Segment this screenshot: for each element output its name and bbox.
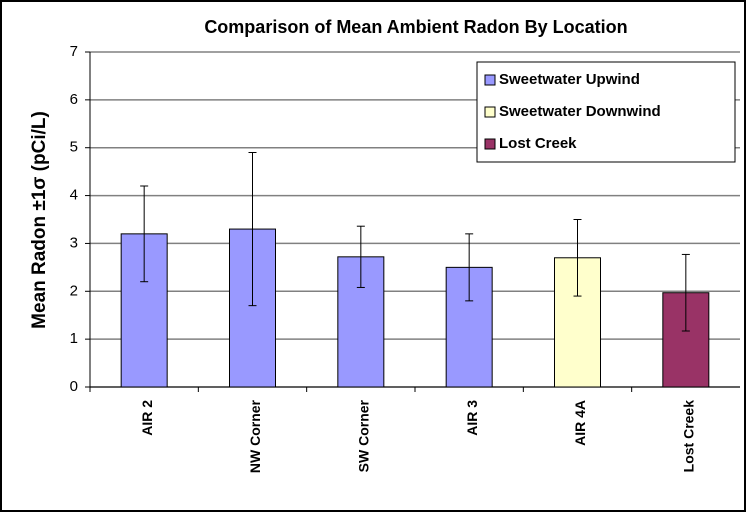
x-tick-label: AIR 2 bbox=[139, 400, 155, 436]
y-tick-label: 1 bbox=[70, 330, 78, 347]
y-tick-label: 3 bbox=[70, 234, 78, 251]
legend-box bbox=[476, 61, 736, 163]
legend-swatch bbox=[484, 138, 496, 150]
y-tick-label: 0 bbox=[70, 378, 78, 395]
y-tick-label: 5 bbox=[70, 139, 78, 156]
chart-title: Comparison of Mean Ambient Radon By Loca… bbox=[204, 17, 627, 37]
y-axis-label: Mean Radon ±1σ (pCi/L) bbox=[29, 111, 50, 329]
x-tick-label: AIR 3 bbox=[464, 400, 480, 436]
y-tick-label: 6 bbox=[70, 91, 78, 108]
x-tick-label: SW Corner bbox=[356, 399, 372, 472]
x-tick-label: Lost Creek bbox=[681, 400, 697, 473]
legend-label: Sweetwater Upwind bbox=[499, 71, 640, 88]
x-tick-label: NW Corner bbox=[247, 399, 263, 473]
legend-swatch bbox=[484, 74, 496, 86]
x-tick-label: AIR 4A bbox=[572, 400, 588, 446]
y-tick-label: 2 bbox=[70, 282, 78, 299]
legend-swatch bbox=[484, 106, 496, 118]
legend-label: Lost Creek bbox=[499, 135, 577, 152]
y-tick-label: 7 bbox=[70, 43, 78, 60]
y-tick-label: 4 bbox=[70, 187, 78, 204]
legend-label: Sweetwater Downwind bbox=[499, 103, 661, 120]
